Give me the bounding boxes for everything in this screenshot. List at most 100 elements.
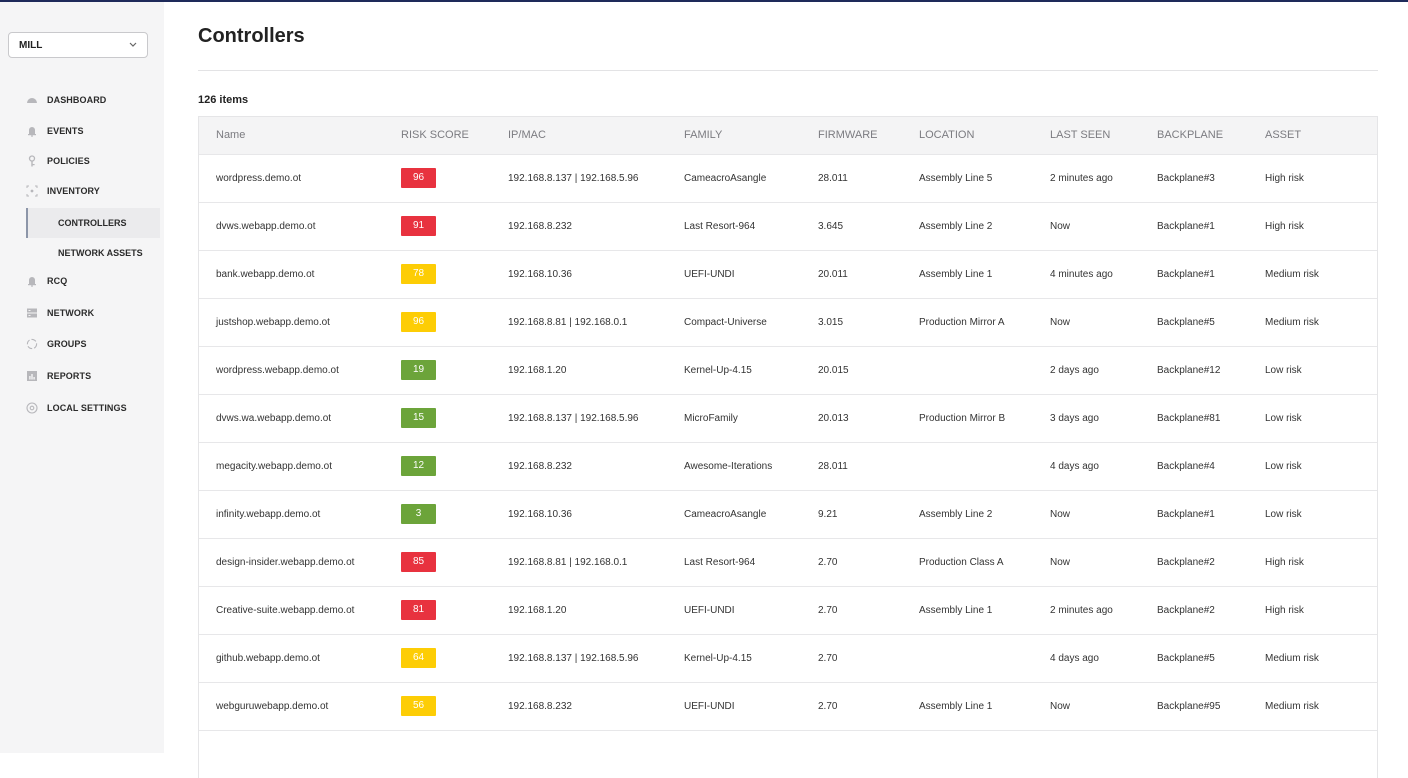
cell-ip-mac: 192.168.8.137 | 192.168.5.96: [508, 413, 639, 424]
bell-icon: [28, 127, 36, 137]
cell-family: CameacroAsangle: [684, 173, 767, 184]
cell-ip-mac: 192.168.8.81 | 192.168.0.1: [508, 317, 628, 328]
cell-last-seen: 4 days ago: [1050, 461, 1099, 472]
cell-name: webguruwebapp.demo.ot: [216, 701, 329, 712]
table-row[interactable]: Creative-suite.webapp.demo.ot 81 192.168…: [199, 586, 1377, 634]
reports-icon: [27, 371, 37, 381]
column-header-firmware[interactable]: FIRMWARE: [818, 129, 878, 141]
cell-location: Assembly Line 2: [919, 509, 993, 520]
cell-ip-mac: 192.168.1.20: [508, 365, 567, 376]
cell-name: wordpress.webapp.demo.ot: [216, 365, 339, 376]
title-divider: [198, 70, 1378, 71]
cell-last-seen: 2 days ago: [1050, 365, 1099, 376]
table-row[interactable]: dvws.webapp.demo.ot 91 192.168.8.232 Las…: [199, 202, 1377, 250]
sidebar: MILL DASHBOARD EVENTS POLICIES INVENTORY…: [0, 2, 164, 753]
sidebar-item-inventory[interactable]: INVENTORY: [0, 180, 164, 204]
column-header-backplane[interactable]: BACKPLANE: [1157, 129, 1224, 141]
cell-ip-mac: 192.168.8.81 | 192.168.0.1: [508, 557, 628, 568]
cell-location: Assembly Line 1: [919, 701, 993, 712]
cell-ip-mac: 192.168.1.20: [508, 605, 567, 616]
cell-ip-mac: 192.168.8.232: [508, 701, 572, 712]
dashboard-gauge-icon: [27, 98, 37, 103]
cell-firmware: 2.70: [818, 701, 838, 712]
cell-family: CameacroAsangle: [684, 509, 767, 520]
sidebar-item-reports[interactable]: REPORTS: [0, 365, 164, 389]
cell-name: justshop.webapp.demo.ot: [216, 317, 330, 328]
cell-family: UEFI-UNDI: [684, 701, 735, 712]
table-row[interactable]: infinity.webapp.demo.ot 3 192.168.10.36 …: [199, 490, 1377, 538]
cell-asset: High risk: [1265, 557, 1304, 568]
cell-firmware: 2.70: [818, 605, 838, 616]
table-header: Name RISK SCORE IP/MAC FAMILY FIRMWARE L…: [199, 117, 1377, 154]
bell-icon: [28, 277, 36, 287]
sidebar-item-label: POLICIES: [47, 156, 90, 166]
cell-location: Assembly Line 1: [919, 605, 993, 616]
table-row[interactable]: webguruwebapp.demo.ot 56 192.168.8.232 U…: [199, 682, 1377, 730]
sidebar-item-local-settings[interactable]: LOCAL SETTINGS: [0, 397, 164, 421]
cell-name: infinity.webapp.demo.ot: [216, 509, 321, 520]
sidebar-item-label: GROUPS: [47, 339, 87, 349]
risk-score-badge: 96: [401, 168, 436, 188]
table-row[interactable]: justshop.webapp.demo.ot 96 192.168.8.81 …: [199, 298, 1377, 346]
risk-score-badge: 56: [401, 696, 436, 716]
cell-family: Last Resort-964: [684, 221, 756, 232]
table-row[interactable]: github.webapp.demo.ot 64 192.168.8.137 |…: [199, 634, 1377, 682]
cell-asset: Medium risk: [1265, 701, 1319, 712]
sidebar-subitem-network-assets[interactable]: NETWORK ASSETS: [26, 238, 160, 268]
table-row[interactable]: wordpress.demo.ot 96 192.168.8.137 | 192…: [199, 154, 1377, 202]
cell-ip-mac: 192.168.8.137 | 192.168.5.96: [508, 653, 639, 664]
sidebar-item-dashboard[interactable]: DASHBOARD: [0, 89, 164, 113]
cell-last-seen: Now: [1050, 701, 1071, 712]
column-header-asset[interactable]: ASSET: [1265, 129, 1302, 141]
table-row[interactable]: wordpress.webapp.demo.ot 19 192.168.1.20…: [199, 346, 1377, 394]
column-header-location[interactable]: LOCATION: [919, 129, 975, 141]
cell-backplane: Backplane#12: [1157, 365, 1221, 376]
cell-asset: High risk: [1265, 605, 1304, 616]
sidebar-item-events[interactable]: EVENTS: [0, 120, 164, 144]
sidebar-item-label: NETWORK: [47, 308, 95, 318]
sidebar-item-policies[interactable]: POLICIES: [0, 150, 164, 174]
cell-ip-mac: 192.168.8.232: [508, 221, 572, 232]
sidebar-item-network[interactable]: NETWORK: [0, 302, 164, 326]
cell-location: Assembly Line 5: [919, 173, 993, 184]
risk-score-badge: 78: [401, 264, 436, 284]
cell-asset: Low risk: [1265, 365, 1302, 376]
cell-family: Kernel-Up-4.15: [684, 653, 752, 664]
column-header-family[interactable]: FAMILY: [684, 129, 723, 141]
cell-firmware: 3.645: [818, 221, 844, 232]
controllers-table: Name RISK SCORE IP/MAC FAMILY FIRMWARE L…: [198, 116, 1378, 778]
chevron-down-icon: [129, 42, 137, 47]
table-row[interactable]: megacity.webapp.demo.ot 12 192.168.8.232…: [199, 442, 1377, 490]
column-header-ip-mac[interactable]: IP/MAC: [508, 129, 546, 141]
site-selector[interactable]: MILL: [8, 32, 148, 58]
network-icon: [27, 308, 37, 318]
cell-last-seen: Now: [1050, 317, 1071, 328]
risk-score-badge: 12: [401, 456, 436, 476]
sidebar-subitem-controllers[interactable]: CONTROLLERS: [26, 208, 160, 238]
cell-firmware: 2.70: [818, 557, 838, 568]
column-header-last-seen[interactable]: LAST SEEN: [1050, 129, 1111, 141]
cell-backplane: Backplane#1: [1157, 221, 1215, 232]
risk-score-badge: 91: [401, 216, 436, 236]
table-row[interactable]: bank.webapp.demo.ot 78 192.168.10.36 UEF…: [199, 250, 1377, 298]
cell-firmware: 9.21: [818, 509, 838, 520]
cell-firmware: 20.013: [818, 413, 849, 424]
cell-location: Assembly Line 1: [919, 269, 993, 280]
cell-firmware: 3.015: [818, 317, 844, 328]
cell-location: Assembly Line 2: [919, 221, 993, 232]
cell-firmware: 2.70: [818, 653, 838, 664]
column-header-risk-score[interactable]: RISK SCORE: [401, 129, 469, 141]
cell-family: MicroFamily: [684, 413, 738, 424]
sidebar-item-rcq[interactable]: RCQ: [0, 270, 164, 294]
column-header-name[interactable]: Name: [216, 129, 246, 141]
settings-icon: [26, 402, 38, 414]
sidebar-item-groups[interactable]: GROUPS: [0, 333, 164, 357]
sidebar-item-label: REPORTS: [47, 371, 92, 381]
sidebar-item-label: EVENTS: [47, 126, 84, 136]
cell-family: Compact-Universe: [684, 317, 767, 328]
cell-backplane: Backplane#5: [1157, 317, 1215, 328]
table-row[interactable]: [199, 730, 1377, 778]
cell-name: wordpress.demo.ot: [216, 173, 302, 184]
table-row[interactable]: dvws.wa.webapp.demo.ot 15 192.168.8.137 …: [199, 394, 1377, 442]
table-row[interactable]: design-insider.webapp.demo.ot 85 192.168…: [199, 538, 1377, 586]
